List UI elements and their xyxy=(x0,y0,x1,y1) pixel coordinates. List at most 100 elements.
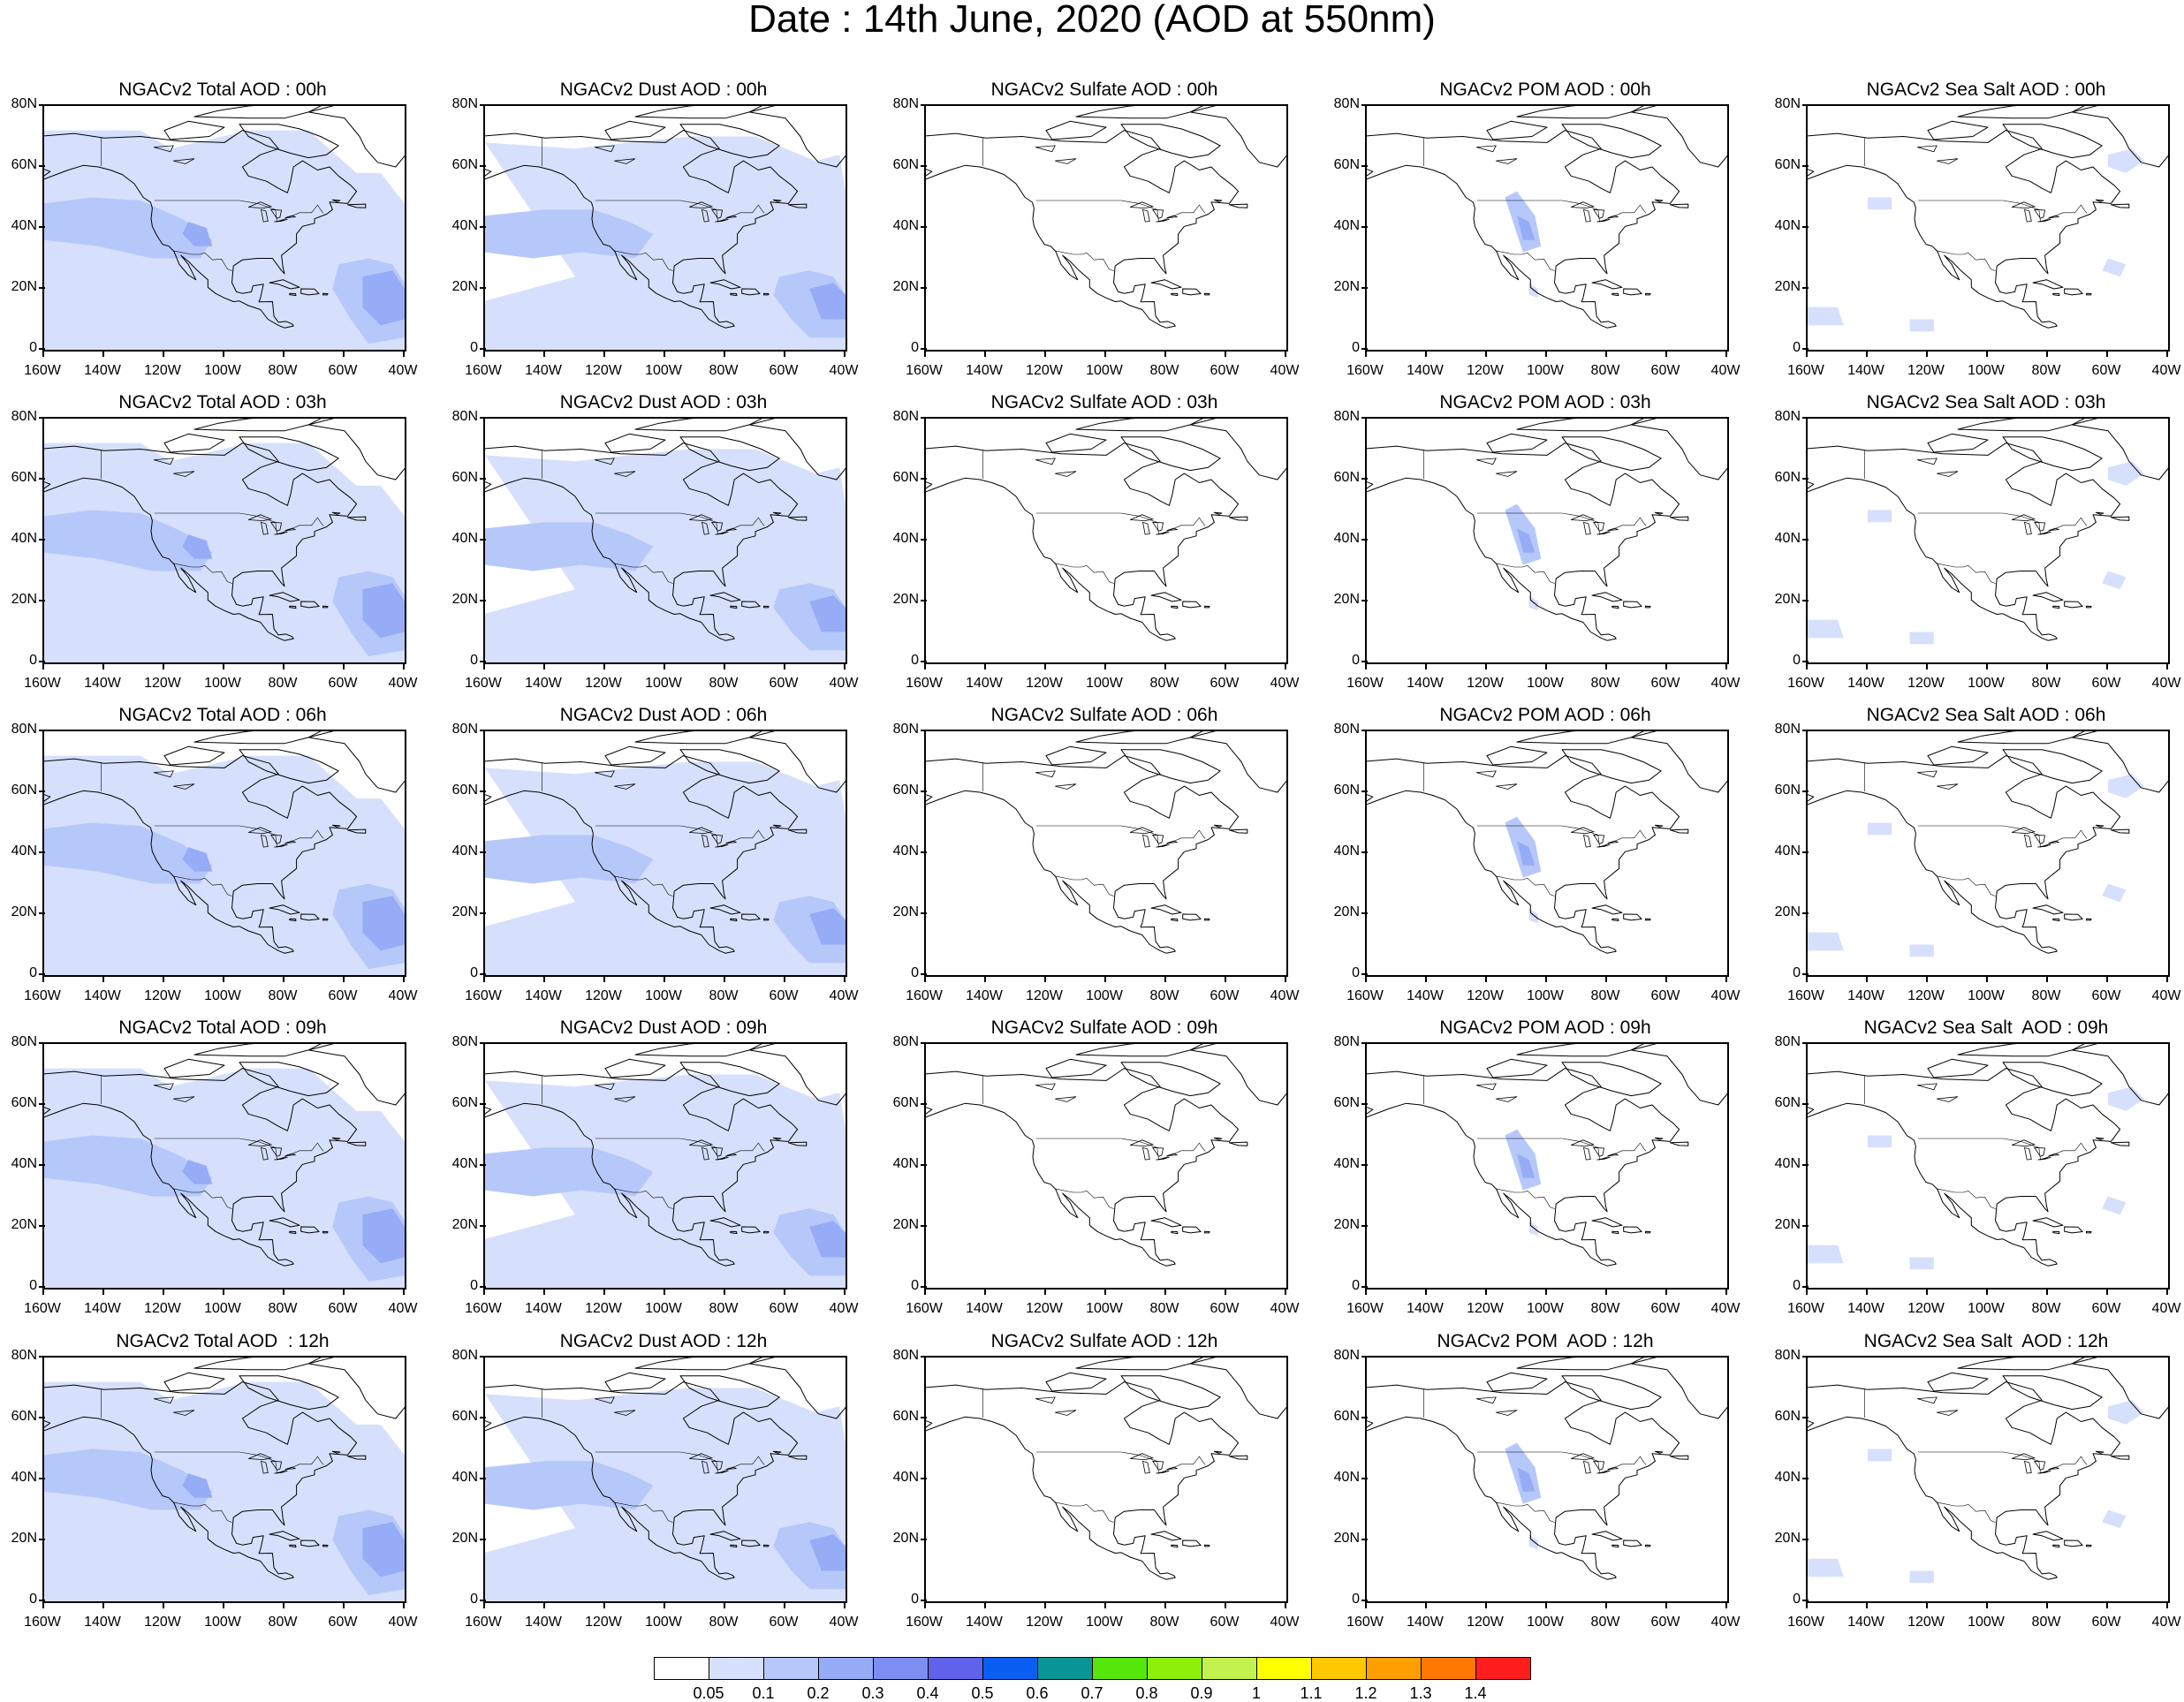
lat-tick-label: 20N xyxy=(451,1531,478,1546)
coastline xyxy=(322,605,329,609)
lon-tick xyxy=(664,976,665,982)
coastline xyxy=(239,436,339,472)
country-border xyxy=(154,512,324,535)
lon-tick xyxy=(1926,976,1928,982)
lon-tick xyxy=(483,1289,485,1295)
panel-title: NGACv2 POM AOD : 00h xyxy=(1439,79,1651,100)
coastline xyxy=(772,824,782,828)
coastline xyxy=(163,120,225,140)
lon-tick-label: 160W xyxy=(465,988,502,1003)
coastline xyxy=(269,1531,300,1541)
aod-map xyxy=(44,419,405,662)
lake-outline xyxy=(1916,145,1938,153)
map-frame xyxy=(42,1356,406,1603)
lon-tick xyxy=(1044,976,1046,982)
coastline xyxy=(1486,120,1548,140)
lon-tick-label: 60W xyxy=(328,1615,358,1630)
lat-tick-label: 60N xyxy=(11,470,37,485)
colorbar-swatch xyxy=(654,1657,709,1680)
lon-tick xyxy=(283,1602,284,1608)
lon-tick-label: 80W xyxy=(709,676,739,691)
lat-tick xyxy=(1361,348,1368,350)
lat-tick xyxy=(1802,1164,1809,1166)
coastline xyxy=(1516,1358,1644,1371)
coastline xyxy=(346,828,367,834)
lat-tick xyxy=(39,1356,45,1358)
colorbar-swatch xyxy=(1037,1657,1093,1680)
lon-tick-label: 100W xyxy=(645,363,682,378)
colorbar-label: 0.05 xyxy=(693,1684,724,1702)
lon-tick-label: 40W xyxy=(388,1615,418,1630)
lake-outline xyxy=(1130,827,1155,835)
coastline xyxy=(1486,433,1548,453)
lake-outline xyxy=(2023,834,2032,848)
lon-tick xyxy=(1605,1289,1607,1295)
coastline xyxy=(763,1544,770,1547)
aod-contour xyxy=(2108,774,2144,798)
lake-outline xyxy=(260,521,269,535)
lat-tick-label: 0 xyxy=(1352,653,1360,668)
country-border xyxy=(1035,512,1206,535)
lat-tick xyxy=(39,661,45,662)
lake-outline xyxy=(594,1083,615,1091)
lake-outline xyxy=(1141,1146,1150,1161)
coastline xyxy=(44,755,358,954)
lon-tick xyxy=(1164,1602,1166,1608)
lon-tick-label: 140W xyxy=(1407,676,1444,691)
lake-outline xyxy=(1166,840,1178,843)
lon-tick xyxy=(543,1602,545,1608)
lon-tick xyxy=(1806,976,1808,982)
lake-outline xyxy=(1130,201,1155,209)
lon-tick-label: 80W xyxy=(1149,363,1179,378)
lat-tick xyxy=(39,851,45,853)
lon-tick-label: 120W xyxy=(585,1301,622,1316)
lat-tick xyxy=(921,1103,927,1105)
coastline xyxy=(1516,731,1644,745)
aod-map xyxy=(1367,731,1727,954)
lon-tick-label: 160W xyxy=(906,363,943,378)
lake-outline xyxy=(1592,1146,1605,1157)
aod-contour xyxy=(485,835,654,884)
lat-tick-label: 40N xyxy=(451,218,478,233)
lon-tick xyxy=(1605,976,1607,982)
lon-tick-label: 40W xyxy=(1270,988,1300,1003)
lon-tick xyxy=(1485,663,1487,669)
lon-tick xyxy=(1725,1602,1727,1608)
lon-tick-label: 80W xyxy=(2031,1615,2061,1630)
lon-tick-label: 60W xyxy=(1210,1301,1240,1316)
aod-contour xyxy=(1808,306,1844,326)
lon-tick-label: 100W xyxy=(204,1301,241,1316)
coastline xyxy=(193,106,322,119)
map-frame xyxy=(42,1042,406,1290)
lon-tick-label: 60W xyxy=(1210,676,1240,691)
lon-tick xyxy=(1545,663,1547,669)
lat-tick-label: 60N xyxy=(892,1095,919,1110)
lon-tick xyxy=(1365,976,1367,982)
lon-tick-label: 80W xyxy=(709,1615,739,1630)
coastline xyxy=(679,749,780,784)
lat-tick xyxy=(480,226,486,228)
lon-tick-label: 40W xyxy=(2151,676,2181,691)
aod-map xyxy=(1367,106,1727,329)
lon-tick xyxy=(42,351,44,357)
coastline xyxy=(634,1044,762,1057)
lon-tick-label: 140W xyxy=(966,1615,1003,1630)
coastline xyxy=(307,1358,405,1419)
lon-tick xyxy=(603,1289,605,1295)
lon-tick xyxy=(2166,1602,2168,1608)
map-frame xyxy=(483,1356,847,1603)
colorbar-swatch xyxy=(873,1657,929,1680)
coastline xyxy=(1075,1358,1203,1371)
lon-tick xyxy=(724,976,725,982)
lon-tick xyxy=(1225,351,1226,357)
coastline xyxy=(1120,1375,1221,1411)
country-border xyxy=(1937,250,1996,271)
lake-outline xyxy=(284,215,296,218)
aod-contour xyxy=(485,209,654,259)
map-frame xyxy=(1806,417,2170,664)
lon-tick-label: 140W xyxy=(525,1615,562,1630)
lake-outline xyxy=(1607,527,1619,531)
coastline xyxy=(1591,904,1623,915)
lon-tick xyxy=(1986,663,1988,669)
